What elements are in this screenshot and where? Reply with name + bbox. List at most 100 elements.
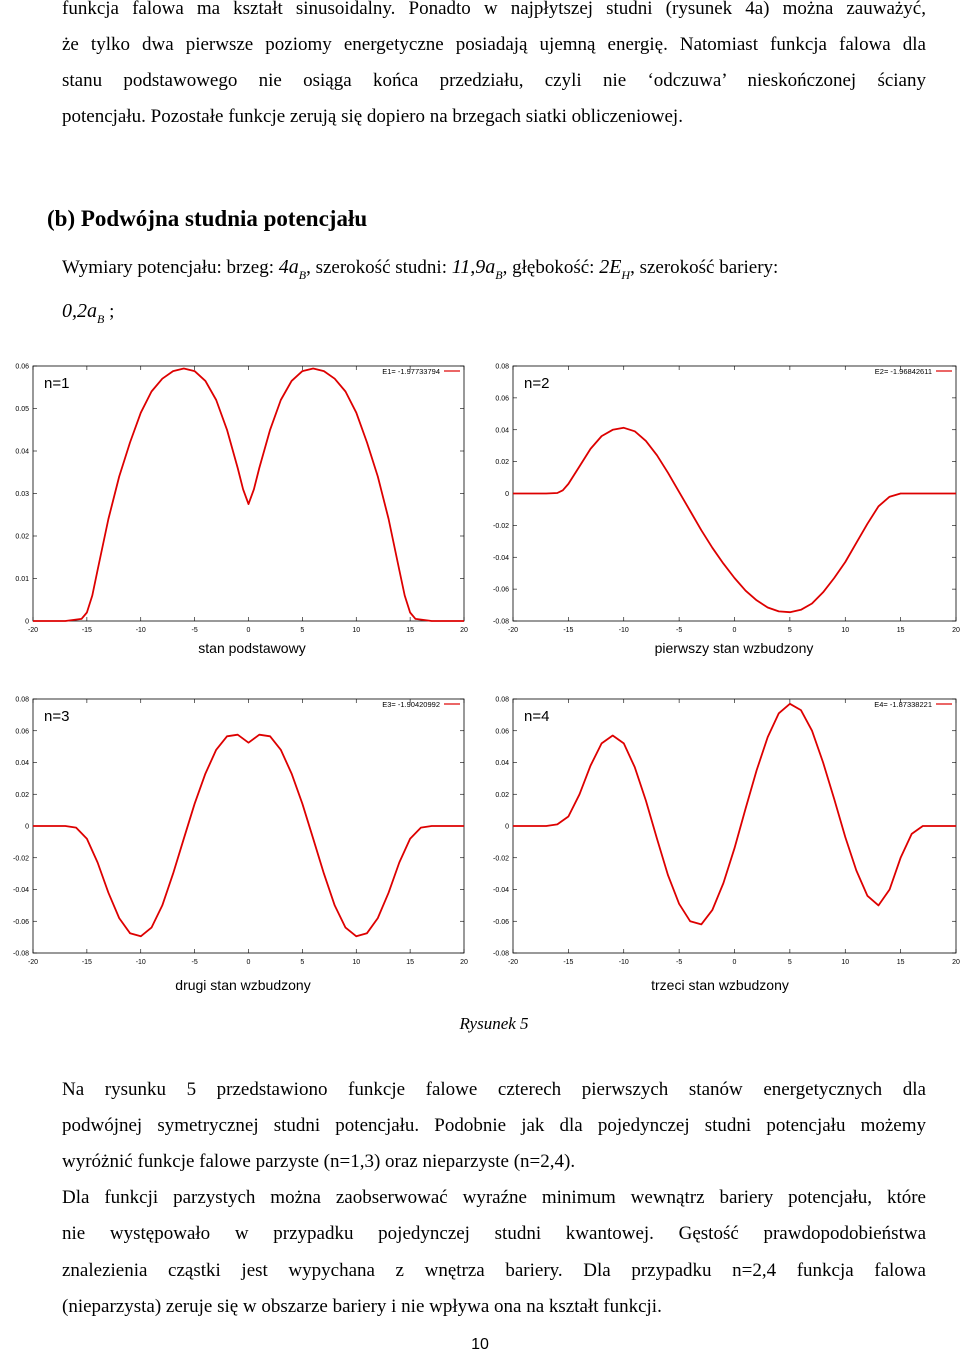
plot-frame <box>32 698 465 954</box>
x-tick-label: 0 <box>733 959 737 966</box>
figure-caption: Rysunek 5 <box>459 1014 529 1033</box>
y-tick-label: 0.06 <box>15 364 29 371</box>
x-tick-label: -15 <box>563 959 573 966</box>
plot-frame <box>32 365 465 622</box>
x-tick-label: 15 <box>897 627 905 634</box>
x-tick-label: -10 <box>619 959 629 966</box>
wavefunction-line <box>513 702 956 926</box>
chart-n3: -0.08 -0.06 -0.04 -0.02 0 0.02 0.04 0.06 0.08 -20… <box>0 688 480 988</box>
x-tick-label: 15 <box>406 959 414 966</box>
panel-label: n=2 <box>524 375 549 392</box>
depth-sub: H <box>621 268 631 282</box>
panel-label: n=4 <box>524 708 549 725</box>
barrier-value: 0,2a <box>62 300 97 322</box>
chart-n2: -0.08 -0.06 -0.04 -0.02 0 0.02 0.04 0.06 0.08 -20… <box>480 356 960 656</box>
plot-frame <box>512 698 957 954</box>
x-tick-label: -10 <box>136 627 146 634</box>
x-tick-label: -5 <box>676 959 682 966</box>
section-heading: (b) Podwójna studnia potencjału <box>47 206 368 231</box>
x-tick-label: 10 <box>841 959 849 966</box>
x-tick-label: 0 <box>247 959 251 966</box>
y-tick-label: 0.06 <box>15 728 29 735</box>
y-tick-label: 0.04 <box>495 760 509 767</box>
chart-n1-svg: 0 0.01 0.02 0.03 0.04 0.05 0.06 -20 -15 -10 -5 0 5 10… <box>15 364 468 635</box>
edge-sub: B <box>298 268 307 282</box>
x-tick-label: -10 <box>619 627 629 634</box>
x-tick-label: -10 <box>136 959 146 966</box>
wavefunction-line <box>513 426 956 614</box>
page-number: 10 <box>471 1336 489 1353</box>
edge-value: 4a <box>278 256 299 278</box>
x-tick-label: 20 <box>952 627 960 634</box>
intro-line-2: że tylko dwa pierwsze poziomy energetycz… <box>62 34 926 55</box>
y-tick-label: 0.08 <box>495 697 509 704</box>
y-tick-label: -0.02 <box>13 855 29 862</box>
x-tick-label: 10 <box>352 627 360 634</box>
body-p1-line-1: Na rysunku 5 przedstawiono funkcje falow… <box>62 1079 926 1100</box>
x-tick-label: -20 <box>28 959 38 966</box>
potential-dimensions: Wymiary potencjału: brzeg: 4aB, szerokoś… <box>62 256 779 282</box>
body-p2-line-3: znalezienia cząstki jest wypychana z wnę… <box>62 1260 926 1281</box>
y-tick-label: -0.06 <box>493 587 509 594</box>
y-tick-label: 0.08 <box>495 364 509 371</box>
y-tick-label: 0.08 <box>15 697 29 704</box>
x-tick-label: 20 <box>952 959 960 966</box>
intro-line-4: potencjału. Pozostałe funkcje zerują się… <box>62 106 683 127</box>
y-tick-label: 0.02 <box>15 534 29 541</box>
caption-n4: trzeci stan wzbudzony <box>651 977 789 993</box>
y-tick-label: -0.04 <box>493 887 509 894</box>
panel-label: n=3 <box>44 708 69 725</box>
y-tick-label: 0.02 <box>15 792 29 799</box>
x-tick-label: 0 <box>247 627 251 634</box>
y-tick-label: -0.08 <box>493 619 509 626</box>
y-tick-label: -0.04 <box>493 555 509 562</box>
body-p1-line-2: podwójnej symetrycznej studni potencjału… <box>62 1115 926 1136</box>
x-tick-label: 5 <box>788 959 792 966</box>
y-tick-label: 0 <box>25 619 29 626</box>
intro-line-1: funkcja falowa ma kształt sinusoidalny. … <box>62 0 926 19</box>
x-tick-label: -20 <box>508 959 518 966</box>
x-tick-label: 20 <box>460 959 468 966</box>
depth-label: , głębokość: <box>502 257 600 278</box>
chart-n2-svg: -0.08 -0.06 -0.04 -0.02 0 0.02 0.04 0.06 0.08 -20… <box>493 364 960 635</box>
barrier-suffix: ; <box>104 301 115 322</box>
x-tick-label: 15 <box>406 627 414 634</box>
wavefunction-line <box>33 733 464 938</box>
energy-legend-label: E1= -1.97733794 <box>382 367 440 376</box>
y-tick-label: 0.04 <box>15 449 29 456</box>
x-tick-label: 5 <box>300 959 304 966</box>
energy-legend-label: E4= -1.87338221 <box>874 700 932 709</box>
x-tick-label: -15 <box>82 959 92 966</box>
y-tick-label: 0 <box>505 824 509 831</box>
y-tick-label: 0.02 <box>495 459 509 466</box>
y-tick-label: 0.02 <box>495 792 509 799</box>
x-tick-label: -20 <box>508 627 518 634</box>
y-tick-label: 0.06 <box>495 395 509 402</box>
y-tick-label: 0.04 <box>15 760 29 767</box>
x-tick-label: 10 <box>352 959 360 966</box>
x-tick-label: -5 <box>192 959 198 966</box>
y-tick-label: -0.08 <box>13 951 29 958</box>
chart-n4-svg: -0.08 -0.06 -0.04 -0.02 0 0.02 0.04 0.06 0.08 -20… <box>493 697 960 967</box>
x-tick-label: 5 <box>788 627 792 634</box>
x-tick-label: 20 <box>460 627 468 634</box>
chart-n1: 0 0.01 0.02 0.03 0.04 0.05 0.06 -20 -15 -10 -5 0 5 10… <box>0 356 480 656</box>
y-tick-label: 0.01 <box>15 576 29 583</box>
y-tick-label: -0.08 <box>493 951 509 958</box>
barrier-label: , szerokość bariery: <box>630 257 779 278</box>
caption-n3: drugi stan wzbudzony <box>175 977 311 993</box>
y-tick-label: 0.04 <box>495 427 509 434</box>
caption-n2: pierwszy stan wzbudzony <box>654 640 814 656</box>
width-value: 11,9a <box>451 256 496 278</box>
energy-legend-label: E2= -1.96842611 <box>875 367 932 376</box>
panel-label: n=1 <box>44 375 69 392</box>
y-tick-label: -0.04 <box>13 887 29 894</box>
y-tick-label: 0 <box>505 491 509 498</box>
barrier-sub: B <box>97 312 105 326</box>
depth-value: 2E <box>599 256 622 278</box>
x-tick-label: 10 <box>841 627 849 634</box>
y-tick-label: -0.06 <box>493 919 509 926</box>
body-p2-line-2: nie występowało w przypadku pojedynczej … <box>62 1223 926 1244</box>
y-tick-label: -0.06 <box>13 919 29 926</box>
body-p2-line-4: (nieparzysta) zeruje się w obszarze bari… <box>62 1296 662 1317</box>
